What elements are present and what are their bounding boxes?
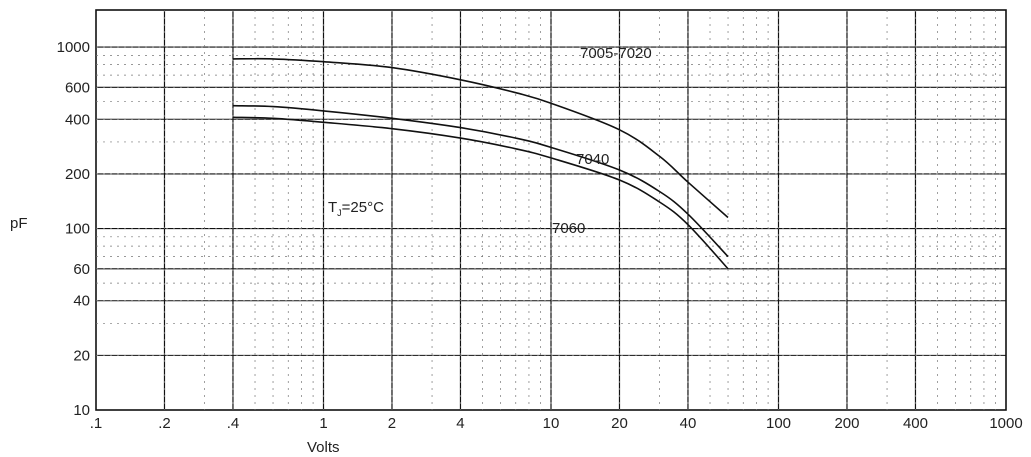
x-tick-label: 10 xyxy=(543,415,560,432)
x-tick-label: 1000 xyxy=(989,415,1022,432)
x-tick-label: .4 xyxy=(227,415,240,432)
x-tick-label: .2 xyxy=(158,415,171,432)
series-label-7040: 7040 xyxy=(576,151,609,168)
x-tick-label: 200 xyxy=(834,415,859,432)
tick-labels: .1 .2 .4 1 2 4 10 20 40 100 200 400 1000 10 20 40 60 100 2… xyxy=(57,39,1023,432)
y-tick-label: 1000 xyxy=(57,39,90,56)
x-tick-label: 100 xyxy=(766,415,791,432)
x-tick-label: 4 xyxy=(456,415,464,432)
junction-temp-annotation: TJ=25°C xyxy=(328,199,384,218)
series-curves xyxy=(232,57,729,270)
y-tick-label: 10 xyxy=(73,402,90,419)
x-tick-label: 2 xyxy=(388,415,396,432)
y-axis-label: pF xyxy=(10,215,28,232)
y-tick-label: 100 xyxy=(65,221,90,238)
series-curve-7060 xyxy=(232,116,729,270)
x-tick-label: 20 xyxy=(611,415,628,432)
grid-major xyxy=(96,10,1006,410)
y-tick-label: 40 xyxy=(73,293,90,310)
series-curve-7040 xyxy=(232,104,729,258)
x-tick-label: 1 xyxy=(319,415,327,432)
y-tick-label: 200 xyxy=(65,166,90,183)
y-tick-label: 400 xyxy=(65,111,90,128)
series-label-7060: 7060 xyxy=(552,220,585,237)
x-tick-label: 400 xyxy=(903,415,928,432)
y-tick-label: 60 xyxy=(73,261,90,278)
series-label-7005-7020: 7005-7020 xyxy=(580,45,652,62)
y-tick-label: 20 xyxy=(73,347,90,364)
x-axis-label: Volts xyxy=(307,439,340,456)
x-tick-label: 40 xyxy=(680,415,697,432)
grid-minor xyxy=(96,10,1006,410)
y-tick-label: 600 xyxy=(65,79,90,96)
x-tick-label: .1 xyxy=(90,415,103,432)
series-curve-7005-7020 xyxy=(232,57,729,219)
